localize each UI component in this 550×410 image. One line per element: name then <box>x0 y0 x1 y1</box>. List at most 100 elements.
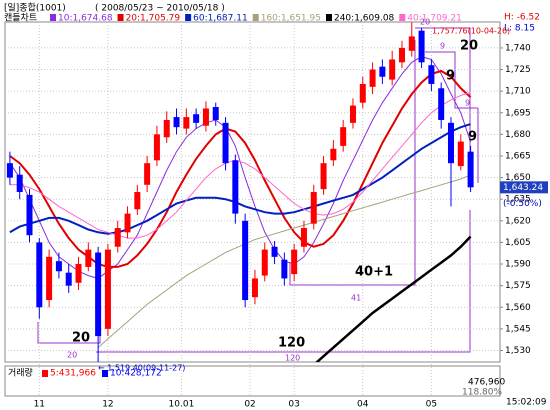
last-price-label: 1,643.24 <box>503 183 543 193</box>
candle-body <box>379 66 386 77</box>
candle-body <box>232 160 239 214</box>
legend-label: 40:1,709.21 <box>407 14 462 24</box>
annotation: 120 <box>278 336 305 351</box>
candle-body <box>85 249 92 267</box>
y-tick-label: 1,695 <box>505 108 531 118</box>
candle-body <box>261 249 268 276</box>
candle-body <box>300 228 307 247</box>
candle-body <box>369 69 376 87</box>
legend-swatch <box>325 14 332 21</box>
x-tick-label: 04 <box>357 400 369 410</box>
legend-swatch <box>50 14 56 21</box>
volume-title: 거래량 <box>8 367 33 379</box>
legend-label: 60:1,687.11 <box>193 14 248 24</box>
candle-body <box>212 107 219 120</box>
y-tick-label: 1,635 <box>505 195 531 205</box>
legend-label: 10:1,674.68 <box>58 14 113 24</box>
clock: 15:02:09 <box>506 398 547 408</box>
candle-body <box>124 213 131 233</box>
candle-body <box>330 148 337 161</box>
legend-swatch <box>185 14 192 21</box>
candle-body <box>193 114 200 123</box>
plot-area <box>6 22 474 362</box>
annotation: 20 <box>460 39 478 54</box>
candle-body <box>271 246 278 257</box>
ma-line <box>9 91 471 239</box>
candle-body <box>6 163 13 178</box>
bracket <box>415 27 471 185</box>
ma-line <box>97 174 471 348</box>
y-tick-label: 1,725 <box>505 65 531 75</box>
candle-body <box>75 264 82 283</box>
candle-body <box>408 36 415 51</box>
bracket <box>289 40 416 286</box>
legend-label: 240:1,609.08 <box>334 14 395 24</box>
candle-body <box>447 122 454 164</box>
y-tick-label: 1,740 <box>505 43 531 53</box>
x-tick-label: 12 <box>102 400 113 410</box>
candle-body <box>144 163 151 185</box>
volume-legend: 10:428,172 <box>110 369 162 379</box>
candle-body <box>36 242 43 308</box>
candle-body <box>183 117 190 129</box>
candle-body <box>104 249 111 329</box>
candle-body <box>95 252 102 337</box>
legend-swatch <box>252 14 259 21</box>
candle-body <box>438 88 445 120</box>
legend-swatch <box>399 14 406 21</box>
y-tick-label: 1,530 <box>505 346 531 356</box>
x-tick-label: 03 <box>288 400 299 410</box>
chart-title: [일]종합(1001) <box>4 3 66 14</box>
candle-body <box>428 65 435 84</box>
y-tick-label: 1,605 <box>505 238 531 248</box>
candle-body <box>418 30 425 63</box>
annotation: 9 <box>465 99 470 108</box>
bracket <box>96 210 471 353</box>
annotation: 41 <box>351 294 361 303</box>
candle-body <box>320 163 327 190</box>
y-tick-label: 1,650 <box>505 173 531 183</box>
volume-max: 476,960 <box>468 378 505 388</box>
annotation: ← 1,519.40(09-11-27) <box>98 364 185 373</box>
candle-body <box>398 47 405 63</box>
candle-body <box>16 174 23 192</box>
x-tick-label: 10.01 <box>169 400 195 410</box>
candle-body <box>389 59 396 80</box>
candle-body <box>349 105 356 123</box>
annotation: 9 <box>440 42 445 51</box>
y-tick-label: 1,620 <box>505 216 531 226</box>
y-tick-label: 1,575 <box>505 281 531 291</box>
annotation: 40+1 <box>355 265 393 280</box>
legend-swatch <box>42 370 48 377</box>
candle-body <box>359 83 366 103</box>
volume-legend: 5:431,966 <box>50 369 96 379</box>
y-tick-label: 1,680 <box>505 130 531 140</box>
y-tick-label: 1,560 <box>505 303 531 313</box>
annotation: 20 <box>72 331 90 346</box>
candle-body <box>251 278 258 298</box>
annotation: 9 <box>446 69 455 84</box>
candle-body <box>281 259 288 279</box>
x-tick-label: 05 <box>426 400 437 410</box>
candle-body <box>26 194 33 236</box>
candle-body <box>310 192 317 224</box>
candle-body <box>202 108 209 126</box>
candle-body <box>65 272 72 286</box>
legend-label: 160:1,651.95 <box>261 14 321 24</box>
candle-body <box>163 119 170 138</box>
chart-subtitle: ( 2008/05/23 ~ 2010/05/18 ) <box>95 4 225 14</box>
annotation: 20 <box>420 18 430 27</box>
last-price-box <box>500 181 548 194</box>
y-tick-label: 1,590 <box>505 260 531 270</box>
legend-swatch <box>101 370 108 377</box>
y-tick-label: 1,665 <box>505 151 531 161</box>
legend-swatch <box>117 14 124 21</box>
low-note: L: 8.15 <box>504 24 535 34</box>
ma-line <box>9 123 471 235</box>
candle-body <box>153 134 160 161</box>
annotation: 9 <box>468 130 477 145</box>
y-tick-label: 1,545 <box>505 324 531 334</box>
annotation: 20 <box>67 351 77 360</box>
candle-body <box>340 127 347 146</box>
